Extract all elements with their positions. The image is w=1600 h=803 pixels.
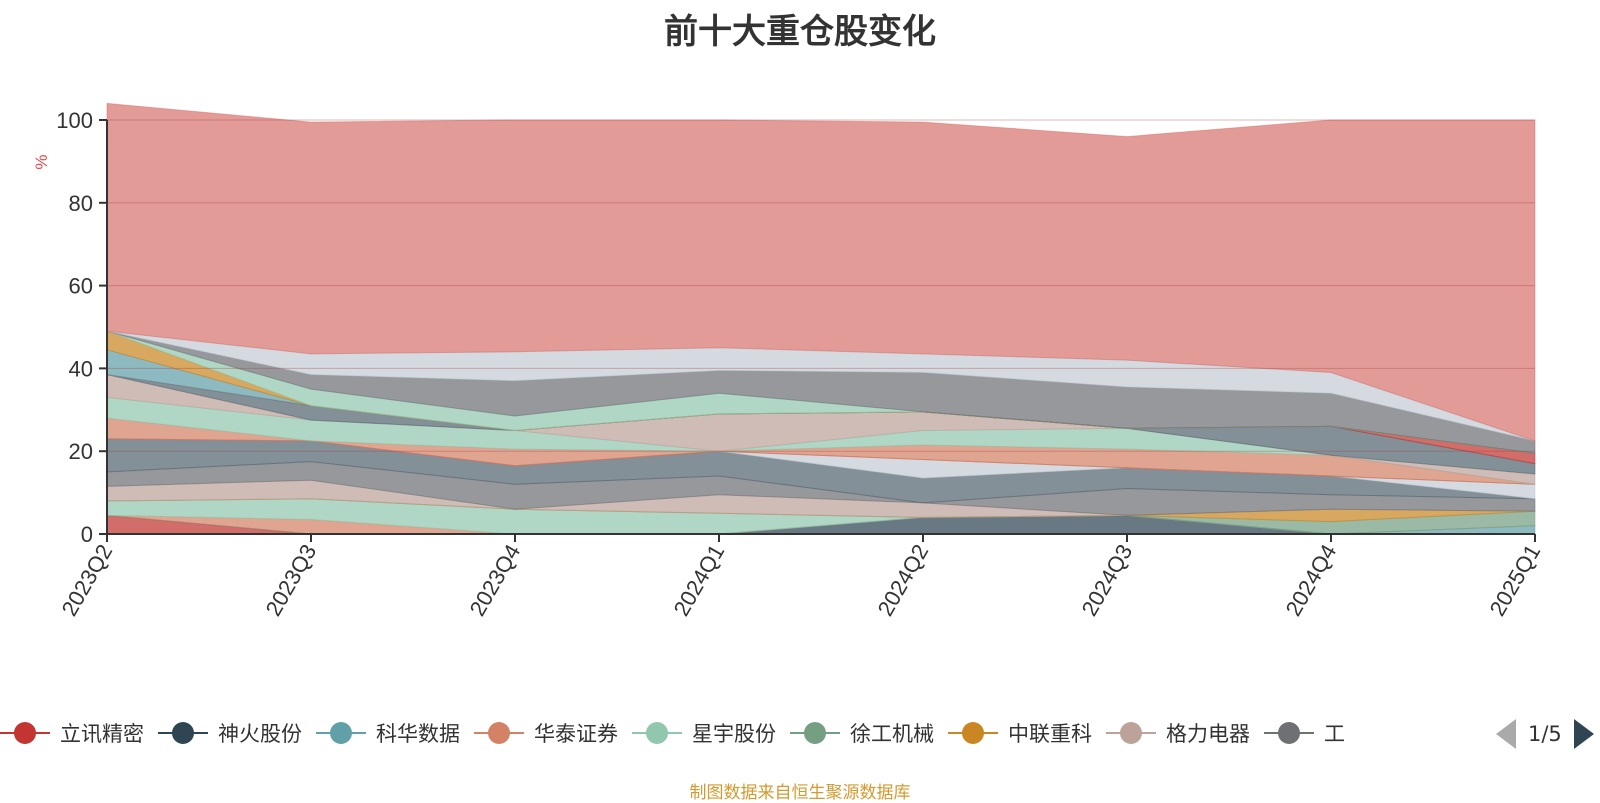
x-tick-label: 2023Q4 (465, 540, 526, 620)
legend-marker-icon (632, 721, 682, 745)
legend-marker-icon (474, 721, 524, 745)
legend-marker-icon (948, 721, 998, 745)
y-axis-label: % (32, 154, 51, 169)
legend-label: 格力电器 (1166, 722, 1250, 746)
legend-item[interactable]: 徐工机械 (790, 716, 934, 750)
legend: 立讯精密 神火股份 科华数据 华泰证券 星宇股份 徐工机械 中联重科 格力电器 工 (0, 716, 1475, 750)
legend-page-indicator: 1/5 (1528, 722, 1562, 746)
x-axis-ticks: 2023Q2 2023Q3 2023Q4 2024Q1 2024Q2 2024Q3 2024… (57, 534, 1546, 620)
x-tick-label: 2024Q1 (669, 540, 730, 620)
legend-item[interactable]: 中联重科 (948, 716, 1092, 750)
legend-marker-icon (1264, 721, 1314, 745)
legend-label: 神火股份 (218, 722, 302, 746)
x-tick-label: 2023Q3 (261, 540, 322, 620)
legend-marker-icon (158, 721, 208, 745)
area-series-23[interactable] (106, 102, 1536, 442)
legend-marker-icon (1106, 721, 1156, 745)
legend-label: 中联重科 (1008, 722, 1092, 746)
y-tick-label: 20 (69, 439, 93, 464)
legend-item[interactable]: 科华数据 (316, 716, 460, 750)
x-tick-label: 2025Q1 (1485, 540, 1546, 620)
y-axis-ticks: 0 20 40 60 80 100 (56, 108, 107, 547)
legend-marker-icon (0, 721, 50, 745)
legend-label: 工 (1324, 722, 1345, 746)
legend-label: 徐工机械 (850, 722, 934, 746)
legend-label: 华泰证券 (534, 722, 618, 746)
area-series-layer (106, 102, 1536, 535)
x-tick-label: 2023Q2 (57, 540, 118, 620)
y-tick-label: 100 (56, 108, 93, 133)
axes (106, 120, 1535, 535)
next-page-icon[interactable] (1573, 719, 1594, 749)
legend-item[interactable]: 华泰证券 (474, 716, 618, 750)
legend-item[interactable]: 神火股份 (158, 716, 302, 750)
y-tick-label: 0 (81, 522, 93, 547)
x-tick-label: 2024Q3 (1077, 540, 1138, 620)
legend-item[interactable]: 工 (1264, 716, 1345, 750)
chart-title: 前十大重仓股变化 (664, 12, 936, 52)
legend-item[interactable]: 星宇股份 (632, 716, 776, 750)
legend-label: 星宇股份 (692, 722, 776, 746)
x-tick-label: 2024Q2 (873, 540, 934, 620)
y-tick-label: 80 (69, 191, 93, 216)
gridlines (107, 119, 1535, 452)
legend-item[interactable]: 立讯精密 (0, 716, 144, 750)
legend-marker-icon (316, 721, 366, 745)
legend-item[interactable]: 格力电器 (1106, 716, 1250, 750)
y-tick-label: 60 (69, 274, 93, 299)
previous-page-icon[interactable] (1496, 719, 1516, 749)
y-tick-label: 40 (69, 356, 93, 381)
legend-label: 立讯精密 (60, 722, 144, 746)
legend-label: 科华数据 (376, 722, 460, 746)
x-tick-label: 2024Q4 (1281, 540, 1342, 620)
legend-marker-icon (790, 721, 840, 745)
data-source-note: 制图数据来自恒生聚源数据库 (689, 783, 911, 803)
legend-pager: 1/5 (1496, 716, 1594, 752)
